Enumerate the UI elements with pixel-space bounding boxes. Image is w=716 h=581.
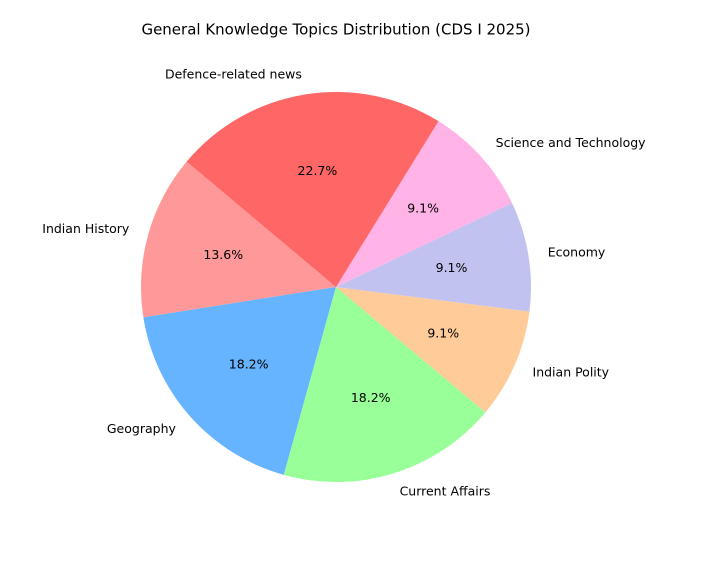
pie-slice: [336, 202, 531, 312]
percent-label: 9.1%: [427, 325, 459, 340]
percent-label: 9.1%: [407, 200, 439, 215]
slice-label: Current Affairs: [400, 483, 491, 498]
pie-slice: [283, 287, 486, 482]
chart-title: General Knowledge Topics Distribution (C…: [141, 21, 530, 39]
pie-slice: [143, 287, 336, 475]
pie-slice: [186, 92, 439, 287]
pie-slice: [336, 287, 530, 413]
percent-label: 18.2%: [351, 390, 391, 405]
pie-slice: [140, 161, 336, 318]
slice-label: Science and Technology: [496, 135, 647, 150]
percent-label: 9.1%: [436, 260, 468, 275]
pie-slice: [336, 121, 512, 287]
percent-label: 18.2%: [229, 356, 269, 371]
slice-label: Indian Polity: [533, 364, 610, 379]
percent-label: 22.7%: [298, 163, 338, 178]
slice-label: Defence-related news: [165, 67, 302, 82]
slice-label: Economy: [548, 244, 606, 259]
slice-label: Geography: [107, 421, 177, 436]
percent-label: 13.6%: [203, 247, 243, 262]
slice-label: Indian History: [42, 221, 130, 236]
